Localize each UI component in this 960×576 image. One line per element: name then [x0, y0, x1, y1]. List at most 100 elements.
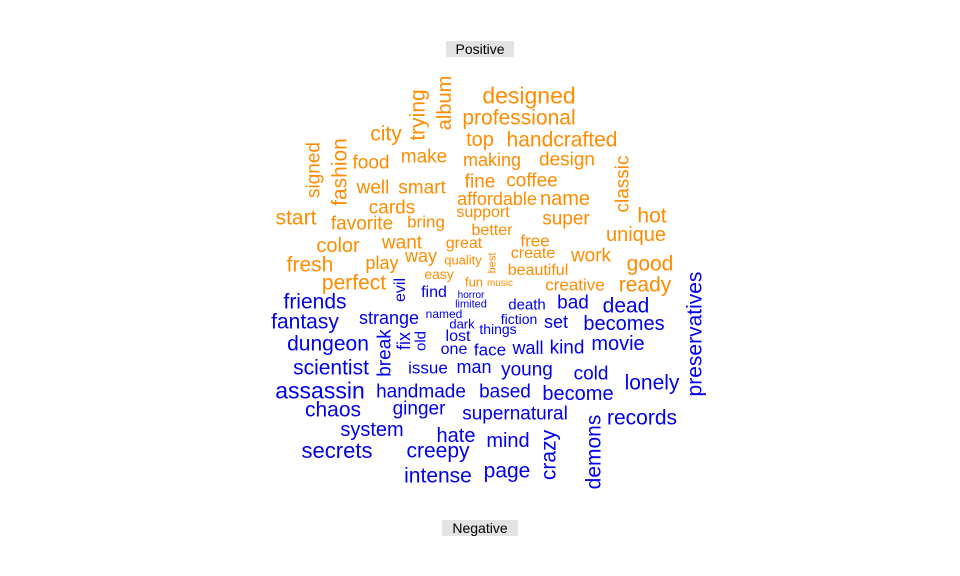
positive-word: making: [462, 150, 522, 170]
positive-word: unique: [605, 224, 667, 246]
positive-word: signed: [303, 142, 325, 198]
positive-word: free: [520, 231, 550, 251]
negative-word: lonely: [624, 371, 680, 395]
positive-word: favorite: [330, 213, 394, 235]
negative-word: supernatural: [462, 403, 568, 425]
negative-word: secrets: [301, 438, 373, 463]
positive-word: album: [434, 75, 456, 131]
positive-label: Positive: [446, 41, 514, 57]
positive-word: name: [539, 188, 591, 210]
negative-word: fix: [394, 332, 414, 350]
positive-word: hot: [637, 204, 667, 228]
positive-word: perfect: [321, 271, 387, 295]
positive-word: ready: [618, 273, 672, 297]
negative-word: ginger: [392, 398, 446, 420]
negative-word: break: [374, 329, 396, 377]
positive-word: fun: [464, 274, 484, 290]
positive-word: creative: [545, 275, 605, 295]
negative-word: crazy: [537, 429, 561, 481]
negative-word: evil: [392, 277, 409, 303]
negative-word: become: [542, 383, 614, 405]
positive-word: fresh: [286, 253, 334, 277]
positive-word: professional: [462, 106, 576, 130]
positive-word: great: [445, 235, 483, 252]
negative-word: horror: [457, 290, 485, 301]
positive-word: easy: [424, 266, 454, 282]
positive-word: bring: [407, 212, 445, 232]
positive-word: beautiful: [507, 262, 569, 279]
negative-word: preservatives: [683, 271, 707, 397]
positive-word: support: [456, 204, 510, 221]
positive-word: smart: [398, 177, 446, 199]
negative-word: dead: [602, 294, 650, 318]
negative-word: fiction: [500, 311, 538, 327]
positive-word: coffee: [506, 170, 558, 192]
negative-word: creepy: [406, 439, 470, 463]
positive-word: make: [400, 146, 448, 168]
negative-word: death: [508, 296, 546, 314]
negative-word: bad: [557, 292, 589, 314]
positive-word: start: [275, 206, 317, 230]
positive-word: quality: [444, 252, 482, 268]
positive-word: best: [486, 252, 499, 274]
negative-word: scientist: [293, 356, 369, 380]
positive-word: super: [542, 208, 590, 230]
positive-word: create: [510, 245, 556, 262]
negative-word: issue: [408, 358, 448, 378]
negative-word: lost: [445, 328, 471, 345]
positive-word: good: [626, 252, 674, 276]
negative-word: system: [340, 419, 404, 441]
negative-word: based: [479, 381, 531, 403]
negative-word: assassin: [275, 377, 365, 404]
negative-word: mind: [486, 430, 530, 452]
positive-word: top: [466, 129, 494, 151]
negative-word: things: [479, 321, 517, 337]
positive-word: designed: [482, 82, 576, 109]
negative-word: dungeon: [287, 332, 369, 356]
negative-word: intense: [404, 464, 472, 488]
positive-word: music: [486, 278, 514, 289]
negative-word: set: [543, 312, 569, 332]
negative-word: face: [473, 340, 507, 360]
negative-word: becomes: [583, 313, 665, 335]
negative-word: wall: [512, 338, 544, 358]
negative-word: movie: [591, 333, 645, 355]
negative-word: cold: [573, 363, 609, 385]
negative-word: young: [501, 359, 553, 381]
negative-word: chaos: [304, 398, 362, 422]
positive-word: affordable: [457, 189, 537, 209]
negative-word: named: [425, 307, 463, 321]
positive-word: handcrafted: [506, 128, 618, 152]
positive-word: city: [370, 122, 402, 146]
positive-word: way: [404, 246, 438, 266]
negative-word: kind: [549, 337, 585, 359]
negative-word: one: [440, 341, 468, 358]
positive-word: fine: [464, 171, 496, 193]
negative-label: Negative: [442, 520, 518, 536]
negative-word: fantasy: [271, 310, 339, 334]
negative-word: hate: [436, 425, 476, 447]
positive-word: well: [356, 177, 390, 199]
positive-word: cards: [368, 197, 416, 219]
positive-word: trying: [406, 89, 430, 141]
positive-word: classic: [612, 155, 634, 213]
negative-word: page: [483, 459, 531, 483]
positive-word: fashion: [328, 138, 352, 206]
negative-word: friends: [283, 290, 347, 314]
negative-word: old: [412, 330, 430, 352]
negative-word: strange: [358, 308, 420, 328]
negative-word: records: [606, 406, 678, 430]
positive-word: design: [539, 149, 595, 171]
negative-word: dark: [449, 316, 475, 332]
negative-word: man: [456, 357, 492, 377]
positive-word: work: [570, 245, 612, 267]
positive-word: play: [365, 253, 399, 273]
positive-word: want: [381, 232, 423, 254]
positive-word: better: [471, 222, 513, 239]
negative-word: limited: [455, 298, 487, 311]
positive-word: color: [316, 235, 360, 257]
negative-word: find: [421, 284, 447, 301]
positive-word: food: [352, 152, 390, 174]
negative-word: demons: [582, 414, 606, 490]
